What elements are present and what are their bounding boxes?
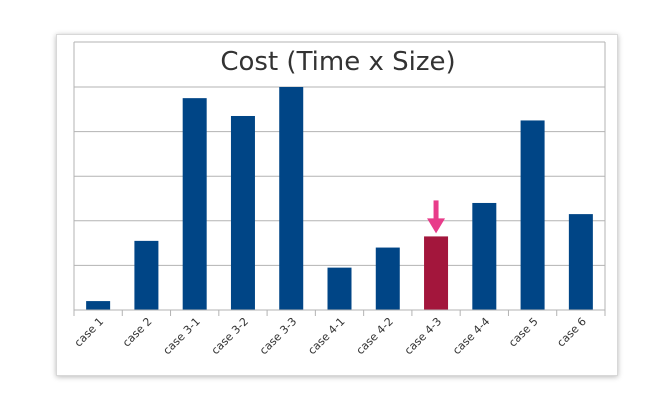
x-tick-label: case 4-1 — [305, 315, 347, 357]
bar — [230, 115, 255, 311]
x-tick-label: case 4-2 — [354, 315, 396, 357]
bar — [375, 247, 400, 310]
x-axis-labels: case 1 case 2 case 3-1 case 3-2 case 3-3 case… — [72, 315, 589, 357]
x-tick-label: case 3-2 — [209, 315, 251, 357]
bar — [327, 267, 352, 310]
bar — [472, 202, 497, 310]
bars — [86, 87, 593, 311]
bar — [568, 214, 593, 310]
annotations — [427, 200, 446, 234]
bar — [86, 301, 111, 310]
chart-title: Cost (Time x Size) — [220, 47, 455, 77]
x-tick-label: case 3-3 — [257, 315, 299, 357]
arrow-shaft — [433, 200, 439, 220]
x-tick-label: case 6 — [554, 315, 589, 350]
x-tick-label: case 3-1 — [161, 315, 203, 357]
bar — [134, 240, 159, 310]
x-tick-label: case 1 — [72, 315, 107, 350]
bar — [279, 87, 304, 310]
bar — [182, 98, 207, 311]
x-tick-label: case 4-4 — [450, 315, 492, 357]
x-tick-label: case 5 — [506, 315, 541, 350]
bar-highlighted — [424, 236, 449, 310]
x-tick-label: case 2 — [120, 315, 155, 350]
chart-card: Cost (Time x Size) case 1 case 2 case 3-1 c… — [56, 34, 618, 376]
x-tick-label: case 4-3 — [402, 315, 444, 357]
x-axis-ticks — [73, 309, 606, 316]
bar — [520, 120, 545, 310]
arrow-head — [427, 218, 446, 234]
down-arrow-icon — [427, 200, 446, 234]
bar-chart: Cost (Time x Size) case 1 case 2 case 3-1 c… — [72, 41, 606, 357]
